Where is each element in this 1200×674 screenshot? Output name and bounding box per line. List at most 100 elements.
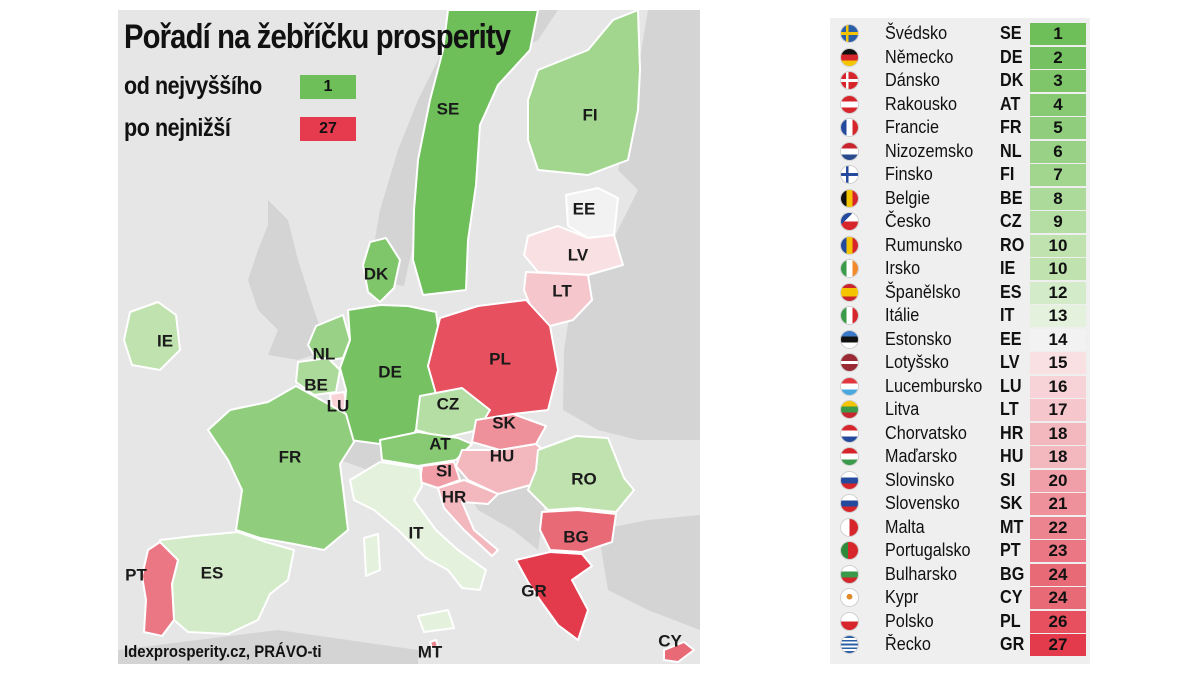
map-label-si: SI xyxy=(436,461,452,480)
france-flag-icon xyxy=(841,119,858,137)
ranking-row-gr: Řecko GR 27 xyxy=(830,633,1090,657)
rank-value: 1 xyxy=(1030,23,1086,45)
country-code: HR xyxy=(1000,422,1024,443)
legend-lowest-label: po nejnižší xyxy=(124,114,231,142)
legend-lowest-swatch: 27 xyxy=(300,116,356,141)
country-name: Rumunsko xyxy=(885,234,963,255)
country-code: IE xyxy=(1000,258,1016,279)
country-code: DE xyxy=(1000,46,1023,67)
belgium-flag-icon xyxy=(841,189,858,207)
ranking-row-fr: Francie FR 5 xyxy=(830,116,1090,140)
ranking-row-se: Švédsko SE 1 xyxy=(830,22,1090,46)
map-label-lu: LU xyxy=(327,396,350,415)
country-code: FR xyxy=(1000,117,1022,138)
ranking-row-de: Německo DE 2 xyxy=(830,46,1090,70)
legend-lowest: po nejnižší 27 xyxy=(124,114,356,143)
lithuania-flag-icon xyxy=(841,401,858,419)
country-it-sardinia xyxy=(363,533,381,577)
ranking-row-mt: Malta MT 22 xyxy=(830,516,1090,540)
country-name: Irsko xyxy=(885,258,921,279)
country-name: Polsko xyxy=(885,610,934,631)
estonia-flag-icon xyxy=(841,330,858,348)
country-code: NL xyxy=(1000,140,1022,161)
map-label-lt: LT xyxy=(552,281,572,300)
map-label-gr: GR xyxy=(521,581,547,600)
ranking-row-at: Rakousko AT 4 xyxy=(830,93,1090,117)
sweden-flag-icon xyxy=(841,25,858,43)
ranking-table: Švédsko SE 1 Německo DE 2 Dánsko DK 3 Rakousko AT 4… xyxy=(830,18,1090,664)
map-label-sk: SK xyxy=(492,413,516,432)
rank-value: 13 xyxy=(1030,305,1086,327)
country-pt xyxy=(141,541,179,637)
map-label-pl: PL xyxy=(489,349,511,368)
italy-flag-icon xyxy=(841,307,858,325)
country-name: Francie xyxy=(885,117,940,138)
map-label-fi: FI xyxy=(582,105,597,124)
czechia-flag-icon xyxy=(841,213,858,231)
portugal-flag-icon xyxy=(841,542,858,560)
country-code: DK xyxy=(1000,70,1024,91)
map-label-ee: EE xyxy=(573,199,596,218)
north-africa-land xyxy=(118,630,418,664)
country-name: Španělsko xyxy=(885,281,961,302)
country-name: Finsko xyxy=(885,164,933,185)
map-label-cz: CZ xyxy=(437,394,460,413)
rank-value: 23 xyxy=(1030,540,1086,562)
germany-flag-icon xyxy=(841,48,858,66)
rank-value: 2 xyxy=(1030,46,1086,69)
country-code: RO xyxy=(1000,234,1025,255)
denmark-flag-icon xyxy=(841,72,858,90)
country-code: IT xyxy=(1000,305,1015,326)
luxembourg-flag-icon xyxy=(841,377,858,395)
map-label-cy: CY xyxy=(658,631,682,650)
malta-flag-icon xyxy=(841,518,858,536)
ranking-row-nl: Nizozemsko NL 6 xyxy=(830,140,1090,164)
country-se xyxy=(412,10,539,296)
country-name: Chorvatsko xyxy=(885,422,967,443)
country-name: Dánsko xyxy=(885,70,940,91)
country-lv xyxy=(523,225,624,276)
source-credit: Idexprosperity.cz, PRÁVO-ti xyxy=(124,642,322,661)
ranking-row-be: Belgie BE 8 xyxy=(830,187,1090,211)
rank-value: 15 xyxy=(1030,352,1086,374)
rank-value: 24 xyxy=(1030,563,1086,586)
legend-highest-label: od nejvyššího xyxy=(124,72,262,100)
legend-highest-swatch: 1 xyxy=(300,74,356,99)
country-fr xyxy=(207,385,355,551)
ranking-row-cy: Kypr CY 24 xyxy=(830,586,1090,610)
country-mt xyxy=(429,639,439,649)
country-name: Kypr xyxy=(885,587,919,608)
country-dk xyxy=(362,237,401,303)
hungary-flag-icon xyxy=(841,448,858,466)
country-it xyxy=(349,461,487,591)
country-name: Švédsko xyxy=(885,23,948,44)
ranking-row-hr: Chorvatsko HR 18 xyxy=(830,422,1090,446)
country-name: Řecko xyxy=(885,634,931,655)
rank-value: 27 xyxy=(1030,634,1086,656)
map-label-ie: IE xyxy=(157,331,173,350)
map-label-pt: PT xyxy=(125,565,147,584)
ranking-row-lv: Lotyšsko LV 15 xyxy=(830,351,1090,375)
country-fi xyxy=(527,10,641,176)
country-it-sicily xyxy=(417,609,455,633)
ranking-row-dk: Dánsko DK 3 xyxy=(830,69,1090,93)
ranking-row-cz: Česko CZ 9 xyxy=(830,210,1090,234)
turkey-land xyxy=(598,515,700,630)
rank-value: 10 xyxy=(1030,234,1086,257)
country-name: Itálie xyxy=(885,305,920,326)
ranking-row-ee: Estonsko EE 14 xyxy=(830,328,1090,352)
map-label-se: SE xyxy=(437,99,460,118)
country-code: LV xyxy=(1000,352,1020,373)
poland-flag-icon xyxy=(841,612,858,630)
country-hr xyxy=(437,479,499,557)
rank-value: 17 xyxy=(1030,399,1086,421)
spain-flag-icon xyxy=(841,283,858,301)
country-code: ES xyxy=(1000,281,1022,302)
country-code: PL xyxy=(1000,610,1021,631)
country-name: Litva xyxy=(885,399,920,420)
rank-value: 10 xyxy=(1030,258,1086,280)
bulgaria-flag-icon xyxy=(841,565,858,583)
rank-value: 18 xyxy=(1030,446,1086,468)
ranking-row-fi: Finsko FI 7 xyxy=(830,163,1090,187)
legend-highest: od nejvyššího 1 xyxy=(124,72,356,101)
